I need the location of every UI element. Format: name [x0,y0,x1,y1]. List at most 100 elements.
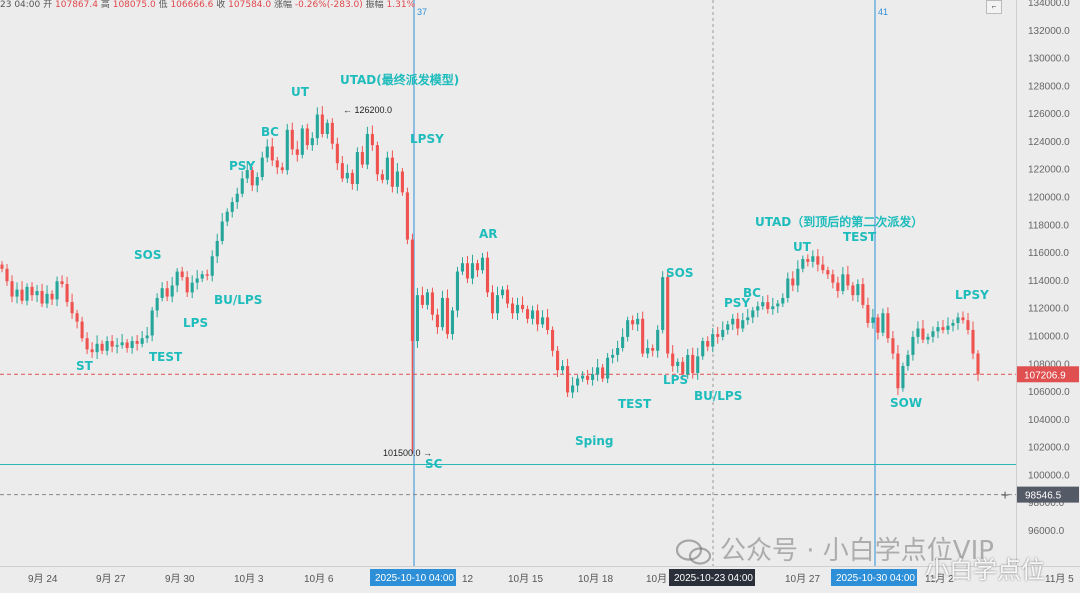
candle-body [250,170,254,186]
wyckoff-label: UTAD（到顶后的第二次派发） [755,214,923,229]
candle-body [280,167,284,171]
y-tick-label: 134000.0 [1028,0,1070,9]
candle-body [500,289,505,296]
low-label: 低 [158,0,168,10]
y-tick-label: 106000.0 [1028,387,1070,398]
candle-body [135,341,139,344]
candle-body [200,274,204,279]
current-price-tag-text: 107206.9 [1024,370,1066,381]
candle-body [185,277,189,293]
x-tick-label: 10月 [646,573,667,585]
wyckoff-label: BC [743,286,761,300]
candle-body [551,329,555,351]
candle-body [796,268,800,286]
candle-body [0,264,4,269]
candle-body [215,240,219,257]
close-label: 收 [216,0,226,10]
candle-body [636,318,640,325]
candle-body [691,354,695,373]
candle-body [801,259,805,269]
candle-body [976,353,980,375]
change-value: -0.26%(-283.0) [294,0,363,10]
candle-body [130,341,134,348]
candle-body [786,278,790,298]
candle-body [881,313,885,333]
wyckoff-label: BU/LPS [694,389,742,403]
x-tick-label: 9月 30 [165,573,195,585]
wyckoff-label: UTAD(最终派发模型) [340,72,459,87]
add-level-icon[interactable]: + [1001,487,1009,503]
candle-body [851,285,855,296]
candle-body [716,334,720,337]
amplitude-label: 振幅 [365,0,384,10]
candle-body [45,293,49,304]
y-tick-label: 110000.0 [1028,331,1069,342]
y-tick-label: 118000.0 [1028,220,1069,231]
y-tick-label: 100000.0 [1028,470,1070,481]
candle-body [510,303,515,314]
candle-body [120,342,124,346]
candle-body [971,329,975,354]
watermark-text: 公众号 · 小白学点位VIP [720,536,994,566]
candle-body [871,317,875,323]
candle-body [726,324,730,330]
high-value: 108075.0 [112,0,156,10]
candle-body [711,334,715,347]
candle-body [275,160,279,168]
candle-body [205,274,209,276]
level-price-tag-text: 98546.5 [1025,491,1062,502]
candle-body [235,193,239,203]
candle-body [340,163,344,179]
candle-body [335,143,339,164]
candle-body [576,378,580,386]
candle-body [741,320,745,329]
candle-body [666,277,670,354]
wyckoff-label: UT [291,85,310,99]
candle-body [566,366,570,393]
y-tick-label: 126000.0 [1028,109,1070,120]
candle-body [390,157,394,187]
candle-body [225,211,229,222]
candle-body [601,367,605,379]
candle-body [721,329,725,337]
candle-body [115,345,119,347]
candle-body [631,320,635,325]
wyckoff-label: LPS [663,373,688,387]
candle-body [581,375,585,379]
x-tick-label: 10月 15 [508,573,543,585]
candle-body [941,327,945,330]
candle-body [270,146,274,161]
low-marker: 101500.0 → [383,448,432,458]
candle-body [365,134,369,165]
candle-body [175,271,179,286]
candle-body [606,357,610,379]
wyckoff-label: SOS [666,266,694,280]
candle-body [180,271,184,278]
candle-body [686,354,690,375]
ohlc-header: 23 04:00 开 107867.4 高 108075.0 低 106666.… [0,0,415,12]
candle-body [696,356,700,373]
candle-body [901,366,905,389]
x-tick-label: 10月 18 [578,573,613,585]
candle-body [591,374,595,380]
candle-body [415,295,419,342]
candle-body [255,177,259,186]
candle-body [80,321,84,339]
candle-body [455,271,460,311]
candle-body [841,274,845,292]
y-tick-label: 128000.0 [1028,81,1070,92]
settings-corner-icon[interactable]: ⌐ [986,0,1002,14]
candle-body [230,202,234,212]
level-price-tag [1017,486,1079,503]
candle-body [350,172,354,185]
wyckoff-label: LPSY [955,288,989,302]
candle-body [95,343,99,353]
y-tick-label: 98000.0 [1028,498,1065,509]
candle-body [430,292,434,315]
y-tick-label: 130000.0 [1028,54,1070,65]
candle-body [661,277,665,330]
y-tick-label: 108000.0 [1028,359,1070,370]
candle-body [556,350,560,371]
candle-body [160,288,164,298]
